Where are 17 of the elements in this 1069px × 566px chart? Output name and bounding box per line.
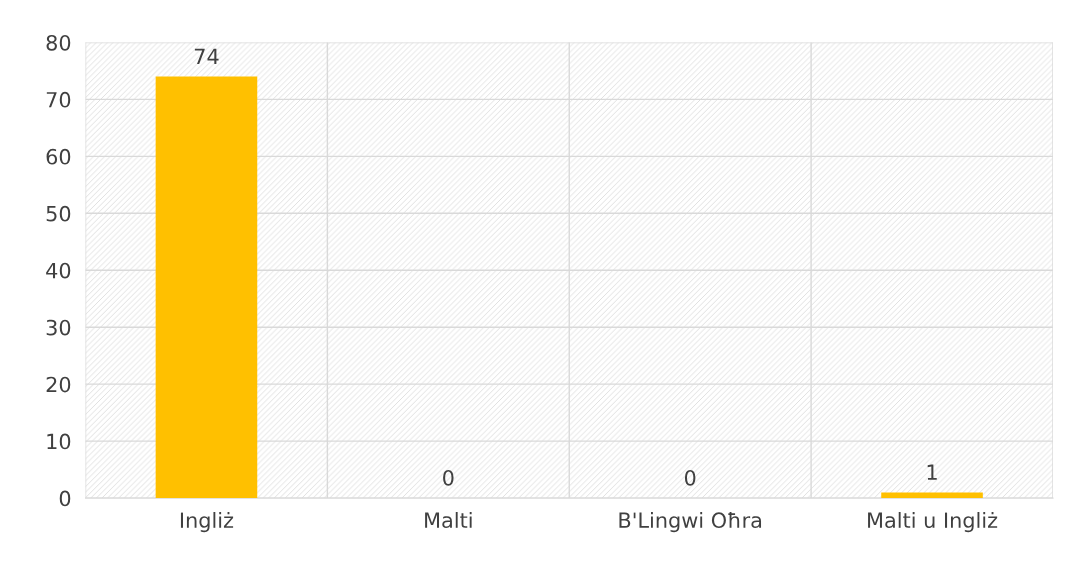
x-tick-label: Ingliż — [180, 511, 234, 533]
x-tick-label: B'Lingwi Oħra — [619, 511, 762, 533]
data-label: 74 — [194, 48, 219, 64]
y-tick-label: 10 — [47, 433, 71, 450]
y-tick-label: 20 — [46, 376, 71, 393]
y-tick-label: 50 — [46, 205, 71, 222]
y-tick-label: 30 — [46, 319, 71, 336]
y-tick-label: 0 — [59, 490, 71, 507]
data-label: 0 — [443, 469, 454, 486]
x-tick-label: Malti — [425, 511, 472, 529]
y-tick-label: 80 — [46, 34, 71, 51]
y-tick-label: 60 — [46, 148, 71, 165]
x-tick-label: Malti u Ingliż — [868, 511, 998, 533]
y-tick-label: 70 — [46, 91, 71, 108]
data-label: 0 — [684, 469, 696, 486]
data-label: 1 — [927, 464, 937, 480]
y-tick-label: 40 — [46, 262, 71, 279]
